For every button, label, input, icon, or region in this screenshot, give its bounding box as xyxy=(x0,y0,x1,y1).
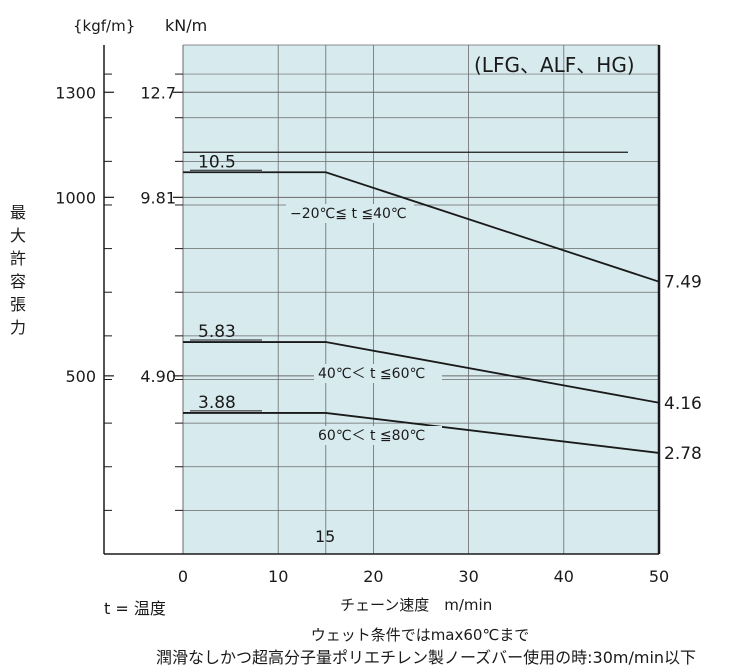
y-axis-label: 最大許容張力 xyxy=(10,203,26,337)
series-end-label: 7.49 xyxy=(664,273,702,293)
labels-group: 1300 1000 500 12.7 9.81 4.90 0 10 20 30 40 50 10.5 7.… xyxy=(55,83,702,586)
y-axis-label-char: 最 xyxy=(10,203,26,222)
temp-note: t = 温度 xyxy=(104,599,166,618)
series-name-bg xyxy=(314,364,442,383)
series-end-label: 4.16 xyxy=(664,394,702,414)
x-tick-label: 20 xyxy=(363,567,383,586)
x-tick-label: 50 xyxy=(649,567,669,586)
axes xyxy=(103,45,661,555)
y-unit-kgf: {kgf/m} xyxy=(73,17,135,35)
series-name-label: 40℃＜ t ≦60℃ xyxy=(318,366,425,382)
series-end-label: 2.78 xyxy=(664,444,702,464)
plot-area xyxy=(183,45,659,554)
y-tick-label-kgf: 500 xyxy=(65,367,96,386)
x-tick-label: 0 xyxy=(178,567,188,586)
x15-annotation: 15 xyxy=(315,527,335,546)
series-start-label: 3.88 xyxy=(198,393,236,413)
y-tick-label-kn: 9.81 xyxy=(140,188,176,207)
series-start-label: 5.83 xyxy=(198,322,236,342)
x-axis-label: チェーン速度 m/min xyxy=(340,596,492,614)
y-tick-label-kgf: 1000 xyxy=(55,188,96,207)
x-tick-label: 10 xyxy=(268,567,288,586)
y-axis-label-char: 張 xyxy=(10,295,26,314)
y-tick-label-kn: 12.7 xyxy=(140,83,176,102)
footnote-line-1: ウェット条件ではmax60℃まで xyxy=(311,626,530,644)
y-axis-label-char: 容 xyxy=(10,272,26,291)
series-group xyxy=(183,169,660,454)
series-line-1 xyxy=(183,171,660,283)
grid xyxy=(104,44,659,554)
y-axis-label-char: 力 xyxy=(10,318,26,337)
series-line-2 xyxy=(183,341,660,404)
series-name-bg xyxy=(314,426,442,445)
series-name-bg xyxy=(286,204,414,223)
y-tick-label-kn: 4.90 xyxy=(140,367,176,386)
footnote-line-2: 潤滑なしかつ超高分子量ポリエチレン製ノーズバー使用の時:30m/min以下 xyxy=(156,648,696,667)
y-tick-label-kgf: 1300 xyxy=(55,83,96,102)
series-name-label: 60℃＜ t ≦80℃ xyxy=(318,428,425,444)
x-tick-label: 30 xyxy=(458,567,478,586)
x-tick-label: 40 xyxy=(554,567,574,586)
series-start-label: 10.5 xyxy=(198,152,236,172)
series-line-3 xyxy=(183,412,660,454)
y-axis-label-char: 大 xyxy=(10,226,26,245)
series-name-label: −20℃≦ t ≦40℃ xyxy=(290,206,407,222)
legend-label: (LFG、ALF、HG) xyxy=(474,53,635,77)
y-axis-label-char: 許 xyxy=(10,249,26,268)
y-unit-kn: kN/m xyxy=(165,16,207,35)
